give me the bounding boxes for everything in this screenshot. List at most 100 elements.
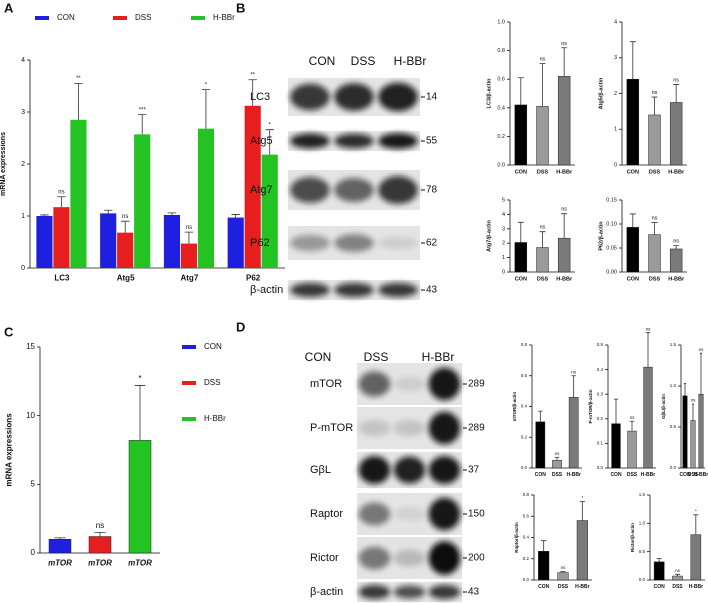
y-tick-label: 0.6 [521, 373, 528, 378]
bar [261, 154, 278, 268]
significance: ns [673, 78, 679, 84]
y-axis-label: P62/β-actin [599, 221, 605, 251]
y-tick-label: 1.0 [670, 383, 677, 388]
significance: * [695, 508, 697, 513]
error-bar [167, 212, 177, 215]
error-bar [674, 573, 681, 577]
blot-size: 62 [426, 238, 438, 249]
x-tick-label: CON [535, 472, 547, 478]
blot-band [334, 178, 374, 202]
blot-band [358, 502, 391, 526]
y-tick-label: 0.15 [606, 197, 617, 203]
bar [536, 106, 549, 166]
x-tick-label: DSS [649, 277, 661, 283]
bar [535, 421, 546, 469]
bar [626, 78, 640, 166]
legend-swatch [182, 417, 196, 421]
blot-band [358, 456, 391, 484]
significance: ns [540, 57, 546, 63]
legend-swatch [191, 16, 205, 20]
y-tick-label: 0.2 [521, 434, 528, 439]
significance: ns [630, 415, 636, 420]
significance: ns [122, 214, 128, 220]
error-bar [645, 332, 651, 368]
significance: ns [646, 326, 652, 331]
legend-swatch [182, 345, 196, 349]
error-bar [57, 196, 66, 208]
y-axis-label: Rictor/β-actin [630, 523, 635, 552]
x-tick-label: DSS [649, 170, 661, 176]
x-tick-label: H-BBr [694, 472, 708, 478]
blot-band [393, 549, 426, 567]
bar [690, 420, 696, 469]
blot-band [393, 420, 426, 436]
bar [611, 423, 621, 469]
blot-size: 289 [468, 423, 485, 434]
bar [514, 242, 528, 273]
blot-band [334, 83, 374, 111]
bar [669, 248, 683, 273]
error-bar [54, 537, 66, 540]
bar [128, 440, 152, 554]
x-tick-label: LC3 [54, 274, 70, 283]
bar [669, 102, 683, 166]
y-tick-label: 0.05 [606, 245, 617, 251]
bar [538, 551, 550, 581]
blot-band [393, 376, 426, 392]
blot-row-label: Rictor [310, 552, 339, 564]
error-bar [137, 114, 147, 135]
y-tick-label: 0.0 [670, 465, 677, 470]
blot-band [428, 541, 461, 575]
x-tick-label: DSS [552, 472, 563, 478]
bar [557, 572, 569, 581]
error-bar [693, 514, 699, 535]
blot-band [334, 283, 374, 297]
y-axis-label: mRNA expressions [0, 132, 7, 196]
error-bar [629, 41, 636, 80]
significance: ns [652, 90, 658, 96]
y-tick-label: 2 [614, 91, 617, 97]
error-bar [673, 245, 680, 249]
blot-row-label: Atg7 [250, 184, 273, 196]
blot-band [334, 234, 374, 252]
error-bar [184, 231, 194, 244]
blot-row-label: GβL [310, 464, 331, 476]
bar [627, 430, 637, 469]
error-bar [120, 220, 130, 233]
x-tick-label: H-BBr [641, 472, 655, 478]
error-bar [40, 214, 49, 216]
blot-row-label: β-actin [310, 586, 343, 598]
x-tick-label: H-BBr [668, 170, 685, 176]
bar [648, 114, 661, 166]
significance: ns [186, 225, 192, 231]
blot-band [290, 83, 330, 111]
y-axis-label: LC3/β-actin [487, 78, 493, 109]
error-bar [651, 222, 658, 235]
significance: ns [561, 565, 567, 570]
bar [227, 217, 244, 268]
y-tick-label: 1 [21, 213, 25, 220]
x-tick-label: H-BBr [566, 472, 580, 478]
bar [653, 561, 665, 581]
error-bar [651, 96, 658, 115]
x-tick-label: DSS [537, 277, 549, 283]
error-bar [699, 352, 703, 395]
bar [690, 534, 702, 581]
blot-band [378, 237, 418, 249]
significance: ns [540, 225, 546, 231]
y-tick-label: 3 [21, 109, 25, 116]
error-bar [554, 456, 560, 461]
y-tick-label: 0.0 [523, 577, 530, 582]
blot-size: 55 [426, 136, 438, 147]
blot-band [378, 176, 418, 204]
x-tick-label: H-BBr [689, 584, 703, 590]
y-tick-label: 0.0 [497, 162, 505, 168]
bar [698, 393, 704, 469]
blot-row-label: Atg5 [250, 135, 273, 147]
significance: * [581, 495, 583, 500]
blot-size: 43 [468, 587, 480, 598]
significance: ns [673, 239, 679, 245]
y-tick-label: 0.2 [497, 134, 505, 140]
significance: ns [58, 190, 64, 196]
